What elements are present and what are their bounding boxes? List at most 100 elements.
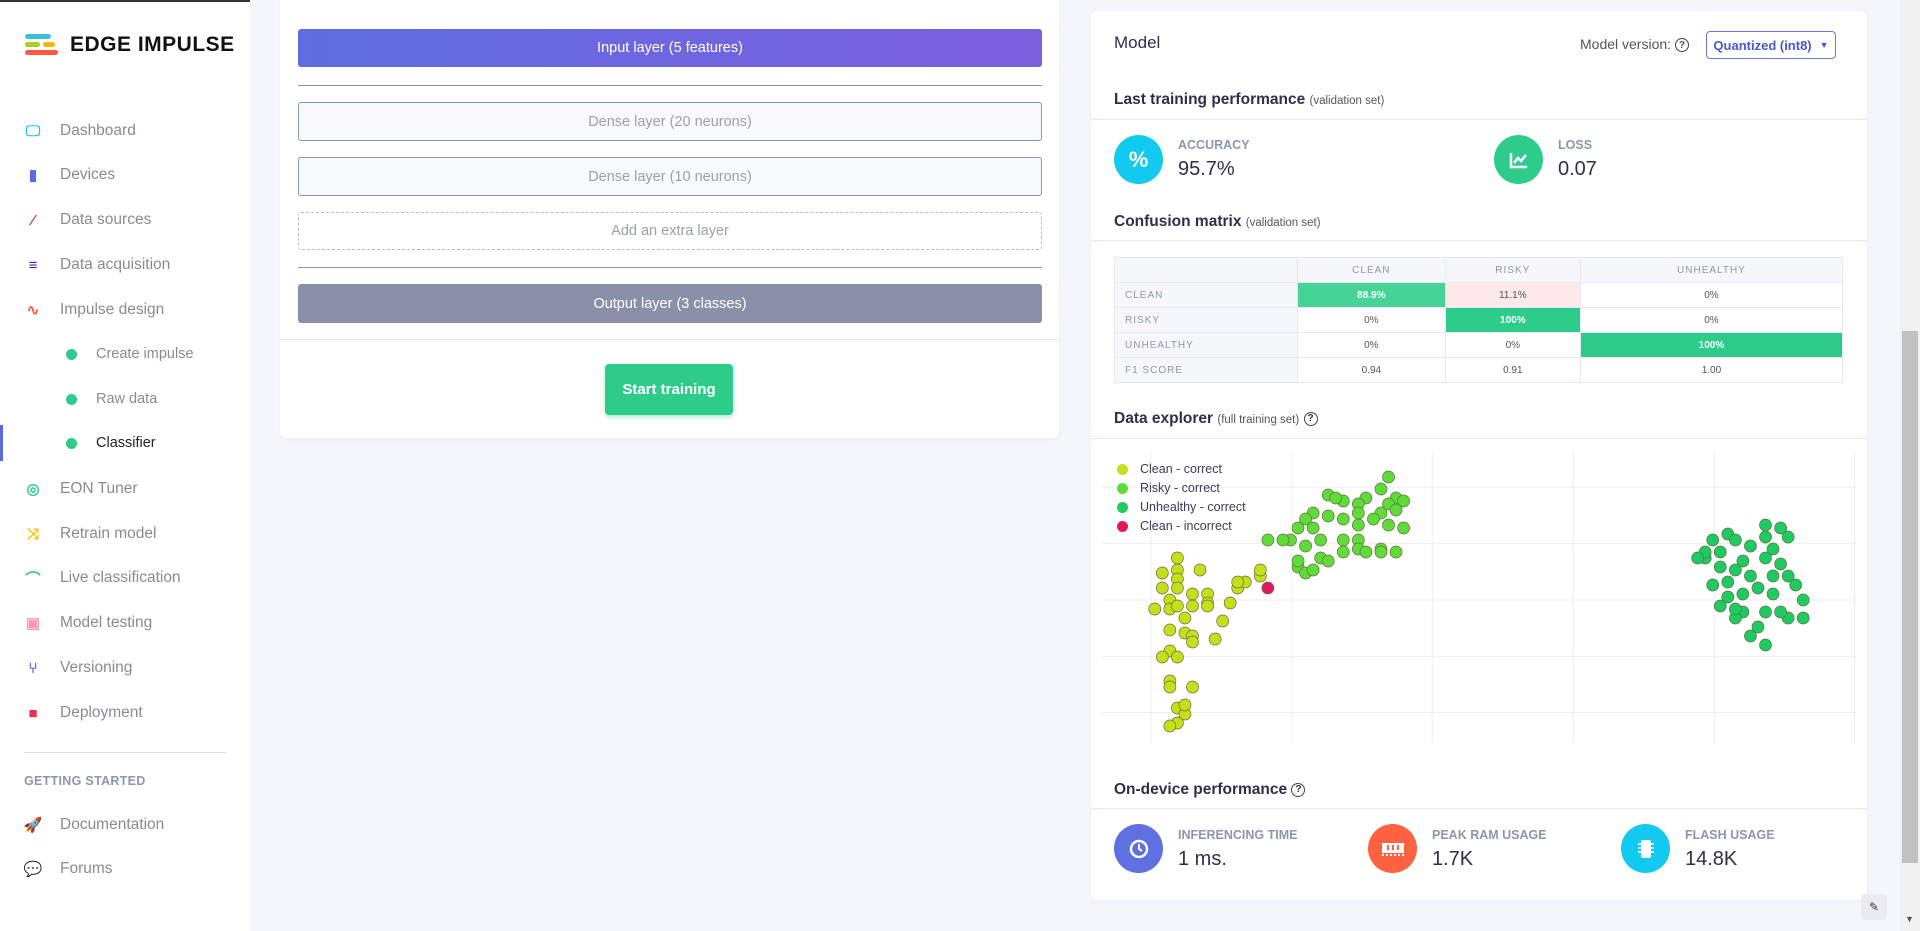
legend-item[interactable]: Clean - incorrect [1117,519,1232,533]
data-point[interactable] [1186,587,1199,601]
data-point[interactable] [1352,518,1365,532]
data-point[interactable] [1374,482,1388,496]
sidebar-item-classifier[interactable]: Classifier [0,423,250,463]
data-point[interactable] [1766,542,1780,556]
data-point[interactable] [1759,551,1772,565]
data-point[interactable] [1736,554,1750,568]
data-point[interactable] [1382,470,1395,484]
data-point[interactable] [1789,578,1803,592]
data-point[interactable] [1336,533,1350,547]
data-point[interactable] [1713,599,1727,613]
data-point[interactable] [1774,557,1787,571]
data-point[interactable] [1352,506,1365,520]
data-point[interactable] [1729,563,1742,577]
sidebar-item-data-acquisition[interactable]: ≡ Data acquisition [0,245,250,285]
data-point[interactable] [1397,521,1410,535]
data-point[interactable] [1155,581,1169,595]
sidebar-item-dashboard[interactable]: 🖵 Dashboard [0,111,250,151]
data-point[interactable] [1367,512,1380,526]
data-point[interactable] [1171,650,1184,664]
data-point[interactable] [1171,599,1184,613]
data-point[interactable] [1744,539,1757,553]
data-point[interactable] [1186,599,1199,613]
model-version-dropdown[interactable]: Quantized (int8) ▼ [1706,31,1836,59]
data-point[interactable] [1193,563,1207,577]
data-point[interactable] [1148,602,1162,616]
data-point[interactable] [1774,521,1787,535]
legend-item[interactable]: Risky - correct [1117,481,1220,495]
data-point[interactable] [1261,581,1275,595]
sidebar-item-raw-data[interactable]: Raw data [0,379,250,419]
legend-item[interactable]: Unhealthy - correct [1117,500,1246,514]
data-point[interactable] [1306,521,1320,535]
data-point[interactable] [1759,530,1772,544]
data-point[interactable] [1781,530,1795,544]
data-point[interactable] [1796,593,1810,607]
data-point[interactable] [1186,635,1199,649]
data-point[interactable] [1231,575,1245,589]
data-point[interactable] [1781,569,1795,583]
data-point[interactable] [1336,512,1350,526]
data-point[interactable] [1299,539,1312,553]
sidebar-item-live-classification[interactable]: ⌒ Live classification [0,558,250,598]
data-point[interactable] [1314,533,1328,547]
data-point[interactable] [1721,575,1735,589]
data-point[interactable] [1329,491,1343,505]
data-point[interactable] [1291,554,1305,568]
data-point[interactable] [1382,518,1395,532]
data-point[interactable] [1706,533,1720,547]
data-point[interactable] [1306,563,1320,577]
data-point[interactable] [1178,611,1192,625]
legend-item[interactable]: Clean - correct [1117,462,1222,476]
data-point[interactable] [1759,605,1772,619]
data-point[interactable] [1359,545,1373,559]
logo[interactable]: EDGE IMPULSE [24,32,235,58]
data-point[interactable] [1336,545,1350,559]
data-point[interactable] [1729,533,1742,547]
data-point[interactable] [1163,623,1177,637]
scrollbar[interactable]: ▼ [1900,0,1920,931]
data-point[interactable] [1766,587,1780,601]
data-point[interactable] [1321,509,1335,523]
sidebar-item-deployment[interactable]: ■ Deployment [0,693,250,733]
data-point[interactable] [1155,650,1169,664]
scroll-down-icon[interactable]: ▼ [1905,914,1914,924]
data-point[interactable] [1796,611,1810,625]
data-point[interactable] [1751,581,1765,595]
input-layer[interactable]: Input layer (5 features) [298,29,1042,67]
dense-layer-2[interactable]: Dense layer (10 neurons) [298,157,1042,196]
data-point[interactable] [1155,566,1169,580]
scrollbar-thumb[interactable] [1902,331,1918,863]
data-point[interactable] [1299,512,1312,526]
feedback-icon[interactable]: ✎ [1861,894,1887,920]
data-point[interactable] [1729,602,1742,616]
data-point[interactable] [1163,680,1177,694]
sidebar-item-impulse-design[interactable]: ∿ Impulse design [0,290,250,330]
data-point[interactable] [1744,569,1757,583]
data-point[interactable] [1163,719,1177,733]
data-point[interactable] [1321,554,1335,568]
add-layer-button[interactable]: Add an extra layer [298,212,1042,250]
help-icon[interactable]: ? [1303,411,1318,426]
data-point[interactable] [1171,551,1184,565]
data-point[interactable] [1759,638,1772,652]
data-point[interactable] [1171,581,1184,595]
data-point[interactable] [1208,632,1222,646]
data-point[interactable] [1774,605,1787,619]
data-point[interactable] [1186,680,1199,694]
data-point[interactable] [1389,503,1403,517]
sidebar-item-eon-tuner[interactable]: ◎ EON Tuner [0,469,250,509]
data-point[interactable] [1178,698,1192,712]
data-point[interactable] [1397,494,1410,508]
data-point[interactable] [1253,563,1267,577]
data-point[interactable] [1291,521,1305,535]
data-point[interactable] [1276,533,1290,547]
data-point[interactable] [1759,518,1772,532]
data-point[interactable] [1389,545,1403,559]
help-icon[interactable]: ? [1291,782,1306,797]
help-icon[interactable]: ? [1674,38,1689,53]
data-point[interactable] [1216,614,1229,628]
sidebar-item-data-sources[interactable]: ⁄ Data sources [0,200,250,240]
start-training-button[interactable]: Start training [605,364,733,415]
sidebar-item-model-testing[interactable]: ▣ Model testing [0,603,250,643]
